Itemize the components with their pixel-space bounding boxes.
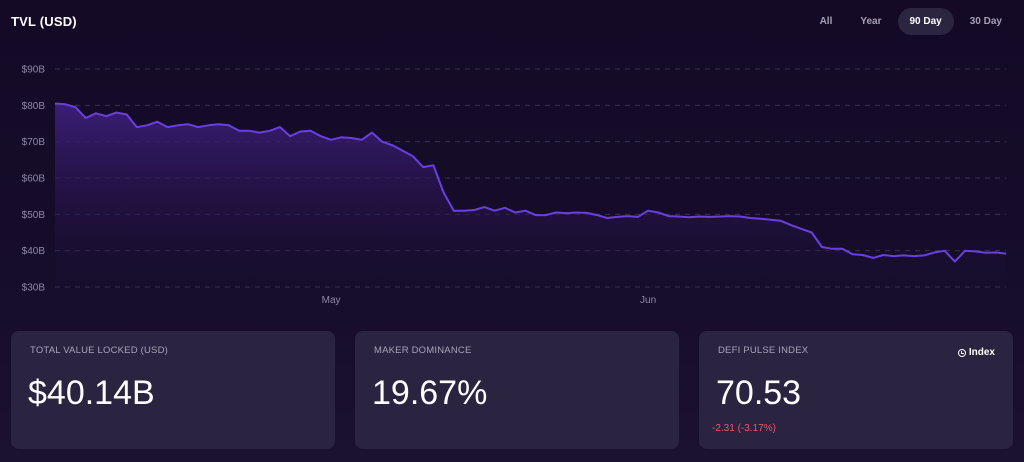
card-value: $40.14B xyxy=(28,374,155,412)
card-value: 19.67% xyxy=(372,374,488,412)
y-tick-label: $50B xyxy=(22,210,46,221)
card-label: DEFI PULSE INDEX xyxy=(718,345,809,356)
y-tick-label: $80B xyxy=(22,101,46,112)
series-line xyxy=(54,102,1007,263)
card-change: -2.31 (-3.17%) xyxy=(712,423,776,434)
card-tvl: TOTAL VALUE LOCKED (USD) $40.14B xyxy=(11,331,335,449)
card-defi-pulse-index: DEFI PULSE INDEX Index 70.53 -2.31 (-3.1… xyxy=(699,331,1013,449)
tab-30-day[interactable]: 30 Day xyxy=(969,16,1002,27)
y-tick-label: $40B xyxy=(22,246,46,257)
card-value: 70.53 xyxy=(716,374,802,412)
card-maker-dominance: MAKER DOMINANCE 19.67% xyxy=(355,331,679,449)
card-label: MAKER DOMINANCE xyxy=(374,345,472,356)
y-tick-label: $90B xyxy=(22,65,46,76)
y-tick-label: $70B xyxy=(22,137,46,148)
area-fill-path xyxy=(55,103,1006,287)
index-link-label: Index xyxy=(968,347,995,358)
tvl-chart: $90B $80B $70B $60B $50B $40B $30B May Jun xyxy=(22,65,1007,306)
tab-year[interactable]: Year xyxy=(860,16,882,27)
y-tick-label: $30B xyxy=(22,283,46,294)
y-tick-label: $60B xyxy=(22,174,46,185)
card-label: TOTAL VALUE LOCKED (USD) xyxy=(30,345,169,356)
range-tabs: All Year 90 Day 30 Day xyxy=(808,8,1014,35)
tvl-series-line xyxy=(54,102,1007,263)
x-tick-label: Jun xyxy=(640,295,656,306)
x-tick-label: May xyxy=(322,295,341,306)
tab-all[interactable]: All xyxy=(819,16,833,27)
chart-title: TVL (USD) xyxy=(11,14,77,29)
clock-icon xyxy=(957,348,966,357)
index-link[interactable]: Index xyxy=(957,347,995,358)
x-axis: May Jun xyxy=(322,295,657,306)
area-fill xyxy=(55,103,1006,287)
y-axis: $90B $80B $70B $60B $50B $40B $30B xyxy=(22,65,46,294)
tab-90-day[interactable]: 90 Day xyxy=(897,8,954,35)
